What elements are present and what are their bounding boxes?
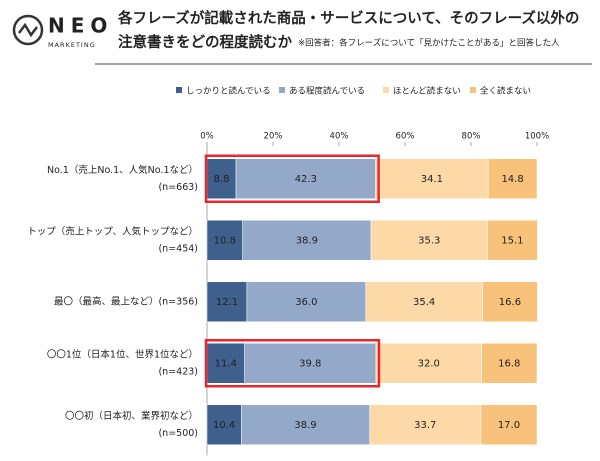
y-tick-label: 最〇（最高、最上など）(n=356) — [54, 295, 198, 307]
bar-segment — [242, 220, 372, 261]
x-tick-label: 0% — [200, 132, 214, 142]
value-label: 39.8 — [299, 358, 321, 369]
logo-text: NEO — [48, 14, 113, 38]
value-label: 14.8 — [501, 174, 523, 185]
x-tick-label: 20% — [264, 132, 283, 142]
highlight-box — [204, 339, 381, 388]
x-tick-label: 80% — [462, 132, 481, 142]
value-label: 34.1 — [421, 174, 443, 185]
value-label: 17.0 — [498, 420, 520, 431]
value-label: 10.8 — [214, 235, 236, 246]
value-label: 33.7 — [414, 420, 436, 431]
value-label: 38.9 — [296, 235, 318, 246]
value-label: 35.3 — [418, 235, 440, 246]
bar-segment — [375, 158, 489, 199]
value-label: 42.3 — [295, 174, 317, 185]
legend-label: 全く読まない — [480, 86, 531, 97]
value-label: 8.8 — [214, 174, 230, 185]
legend-swatch — [383, 87, 389, 93]
value-label: 16.8 — [498, 358, 520, 369]
y-tick-label: 〇〇1位（日本1位、世界1位など） — [47, 348, 198, 360]
note: ※回答者：各フレーズについて「見かけたことがある」と回答した人 — [298, 38, 560, 49]
bar-segment — [487, 220, 538, 261]
bar-segment — [487, 158, 538, 199]
legend-label: ほとんど読まない — [393, 86, 461, 97]
logo-mark — [12, 14, 44, 46]
legend-swatch — [470, 87, 476, 93]
bar-segment — [375, 343, 482, 384]
bar-segment — [206, 404, 242, 445]
logo-sub: MARKETING — [48, 41, 96, 49]
y-tick-label: (n=500) — [158, 428, 198, 439]
y-tick-label: No.1（売上No.1、人気No.1など） — [47, 164, 198, 176]
x-tick-label: 40% — [330, 132, 349, 142]
highlight-box — [204, 154, 380, 203]
value-label: 15.1 — [501, 235, 523, 246]
value-label: 38.9 — [294, 420, 316, 431]
value-label: 36.0 — [295, 297, 317, 308]
y-tick-label: (n=663) — [158, 182, 198, 193]
value-label: 16.6 — [499, 297, 521, 308]
bar-segment — [369, 404, 482, 445]
y-tick-label: (n=454) — [158, 243, 198, 254]
bar-segment — [206, 220, 243, 261]
value-label: 11.4 — [215, 358, 237, 369]
value-label: 10.4 — [213, 420, 235, 431]
legend-label: しっかりと読んでいる — [186, 86, 271, 97]
bar-segment — [480, 404, 538, 445]
bar-segment — [206, 281, 248, 322]
x-tick-label: 60% — [396, 132, 415, 142]
title: 各フレーズが記載された商品・サービスについて、そのフレーズ以外の — [117, 9, 579, 27]
bar-segment — [482, 281, 538, 322]
y-tick-label: トップ（売上トップ、人気トップなど） — [27, 225, 198, 237]
title: 注意書きをどの程度読むか — [118, 33, 292, 51]
value-label: 32.0 — [418, 358, 440, 369]
bar-segment — [481, 343, 538, 384]
y-tick-label: (n=423) — [158, 366, 198, 377]
bar-segment — [244, 343, 377, 384]
legend-swatch — [279, 87, 285, 93]
bar-segment — [235, 158, 376, 199]
bar-segment — [241, 404, 370, 445]
value-label: 35.4 — [413, 297, 435, 308]
logo-wave — [18, 22, 38, 38]
legend-swatch — [176, 87, 182, 93]
bar-segment — [246, 281, 366, 322]
legend-label: ある程度読んでいる — [289, 86, 365, 97]
value-label: 12.1 — [216, 297, 238, 308]
y-tick-label: 〇〇初（日本初、業界初など） — [65, 410, 198, 422]
x-tick-label: 100% — [525, 132, 549, 142]
